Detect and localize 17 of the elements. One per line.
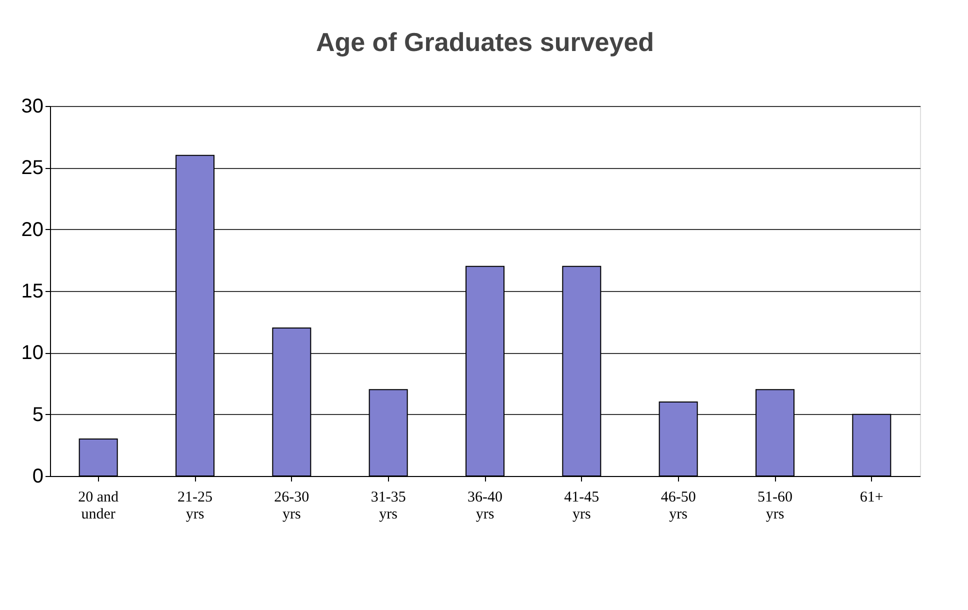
x-tick-label: 41-45 yrs [564,490,600,522]
x-tick-label: 26-30 yrs [274,490,310,522]
x-tick-label: 46-50 yrs [660,490,696,522]
y-tick-label: 15 [21,280,44,302]
y-tick-label: 20 [21,218,44,241]
x-tick-label: 36-40 yrs [468,490,502,522]
y-tick-label: 10 [21,342,44,364]
x-tick-label: 20 and under [78,490,120,522]
chart-title: Age of Graduates surveyed [316,27,654,57]
x-tick-label: 31-35 yrs [370,490,406,522]
y-tick-label: 0 [32,466,44,488]
x-tick-label: 51-60 yrs [758,490,792,522]
y-tick-label: 5 [32,404,44,426]
x-tick-label: 61+ [860,490,884,506]
y-tick-label: 25 [21,157,44,180]
x-tick-label: 21-25 yrs [178,490,212,522]
y-tick-label: 30 [21,96,44,118]
